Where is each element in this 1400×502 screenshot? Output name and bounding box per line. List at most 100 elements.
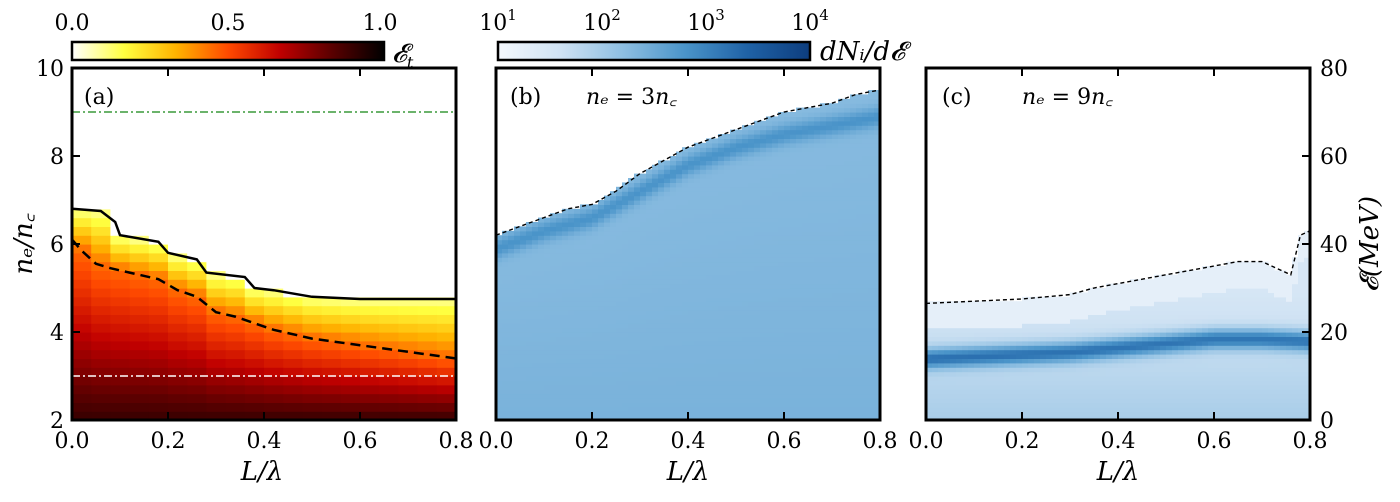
- spectrum-cell: [826, 380, 833, 386]
- spectrum-cell: [634, 406, 641, 412]
- spectrum-cell: [938, 380, 945, 386]
- spectrum-cell: [538, 367, 545, 373]
- spectrum-cell: [634, 415, 641, 420]
- heatmap-cell: [360, 305, 380, 315]
- spectrum-cell: [814, 142, 821, 148]
- spectrum-cell: [748, 411, 755, 417]
- spectrum-cell: [628, 310, 635, 315]
- spectrum-cell: [784, 384, 791, 390]
- spectrum-cell: [634, 279, 641, 285]
- spectrum-cell: [538, 358, 545, 364]
- spectrum-cell: [694, 318, 701, 324]
- spectrum-cell: [802, 222, 809, 227]
- spectrum-cell: [598, 266, 605, 271]
- spectrum-cell: [592, 314, 599, 320]
- spectrum-cell: [838, 296, 845, 302]
- spectrum-cell: [724, 367, 731, 373]
- spectrum-cell: [784, 340, 791, 346]
- heatmap-cell: [110, 217, 131, 227]
- spectrum-cell: [844, 274, 851, 280]
- spectrum-cell: [652, 415, 659, 420]
- heatmap-cell: [283, 411, 303, 420]
- spectrum-cell: [658, 270, 665, 276]
- spectrum-cell: [962, 354, 969, 359]
- spectrum-cell: [926, 415, 933, 420]
- heatmap-cell: [436, 296, 456, 307]
- spectrum-cell: [974, 332, 981, 337]
- spectrum-cell: [700, 411, 707, 417]
- spectrum-cell: [610, 195, 617, 201]
- spectrum-cell: [980, 393, 987, 399]
- spectrum-cell: [868, 358, 875, 364]
- spectrum-cell: [508, 384, 515, 390]
- spectrum-cell: [814, 112, 821, 117]
- heatmap-cell: [168, 217, 188, 227]
- spectrum-cell: [682, 182, 689, 188]
- spectrum-cell: [622, 244, 629, 249]
- spectrum-cell: [850, 235, 857, 241]
- spectrum-cell: [962, 376, 969, 381]
- spectrum-cell: [628, 367, 635, 373]
- spectrum-cell: [688, 160, 695, 166]
- spectrum-cell: [718, 415, 725, 420]
- spectrum-cell: [670, 398, 677, 403]
- spectrum-cell: [526, 270, 533, 276]
- heatmap-cell: [321, 261, 342, 271]
- spectrum-cell: [956, 318, 963, 324]
- spectrum-cell: [568, 402, 575, 408]
- spectrum-cell: [826, 244, 833, 249]
- spectrum-cell: [844, 384, 851, 390]
- spectrum-cell: [712, 248, 719, 254]
- spectrum-cell: [754, 310, 761, 315]
- spectrum-cell: [646, 336, 653, 342]
- spectrum-cell: [640, 301, 647, 307]
- spectrum-cell: [754, 398, 761, 403]
- spectrum-cell: [932, 301, 939, 307]
- spectrum-cell: [556, 226, 563, 232]
- spectrum-cell: [814, 288, 821, 293]
- heatmap-cell: [321, 129, 342, 139]
- spectrum-cell: [688, 261, 695, 267]
- spectrum-cell: [646, 332, 653, 337]
- spectrum-cell: [652, 345, 659, 351]
- heatmap-cell: [110, 138, 131, 148]
- heatmap-cell: [225, 68, 246, 78]
- spectrum-cell: [718, 279, 725, 285]
- spectrum-cell: [544, 354, 551, 359]
- spectrum-cell: [802, 301, 809, 307]
- spectrum-cell: [968, 376, 975, 381]
- spectrum-cell: [844, 389, 851, 395]
- spectrum-cell: [652, 332, 659, 337]
- spectrum-cell: [544, 393, 551, 399]
- spectrum-cell: [868, 98, 875, 104]
- spectrum-cell: [986, 393, 993, 399]
- spectrum-cell: [790, 393, 797, 399]
- spectrum-cell: [874, 112, 880, 117]
- spectrum-cell: [760, 323, 767, 329]
- spectrum-cell: [766, 301, 773, 307]
- heatmap-cell: [360, 261, 380, 271]
- spectrum-cell: [568, 327, 575, 333]
- spectrum-cell: [986, 362, 993, 368]
- heatmap-cell: [110, 349, 131, 359]
- spectrum-cell: [748, 191, 755, 197]
- spectrum-cell: [622, 266, 629, 271]
- spectrum-cell: [532, 349, 539, 355]
- spectrum-cell: [652, 362, 659, 368]
- spectrum-cell: [856, 349, 863, 355]
- spectrum-cell: [700, 340, 707, 346]
- spectrum-cell: [664, 358, 671, 364]
- spectrum-cell: [496, 310, 503, 315]
- spectrum-cell: [616, 252, 623, 258]
- spectrum-cell: [562, 279, 569, 285]
- spectrum-cell: [568, 336, 575, 342]
- spectrum-cell: [508, 393, 515, 399]
- spectrum-cell: [838, 129, 845, 135]
- spectrum-cell: [730, 310, 737, 315]
- spectrum-cell: [850, 305, 857, 311]
- spectrum-cell: [706, 257, 713, 263]
- spectrum-cell: [550, 393, 557, 399]
- spectrum-cell: [526, 380, 533, 386]
- spectrum-cell: [592, 270, 599, 276]
- spectrum-cell: [616, 398, 623, 403]
